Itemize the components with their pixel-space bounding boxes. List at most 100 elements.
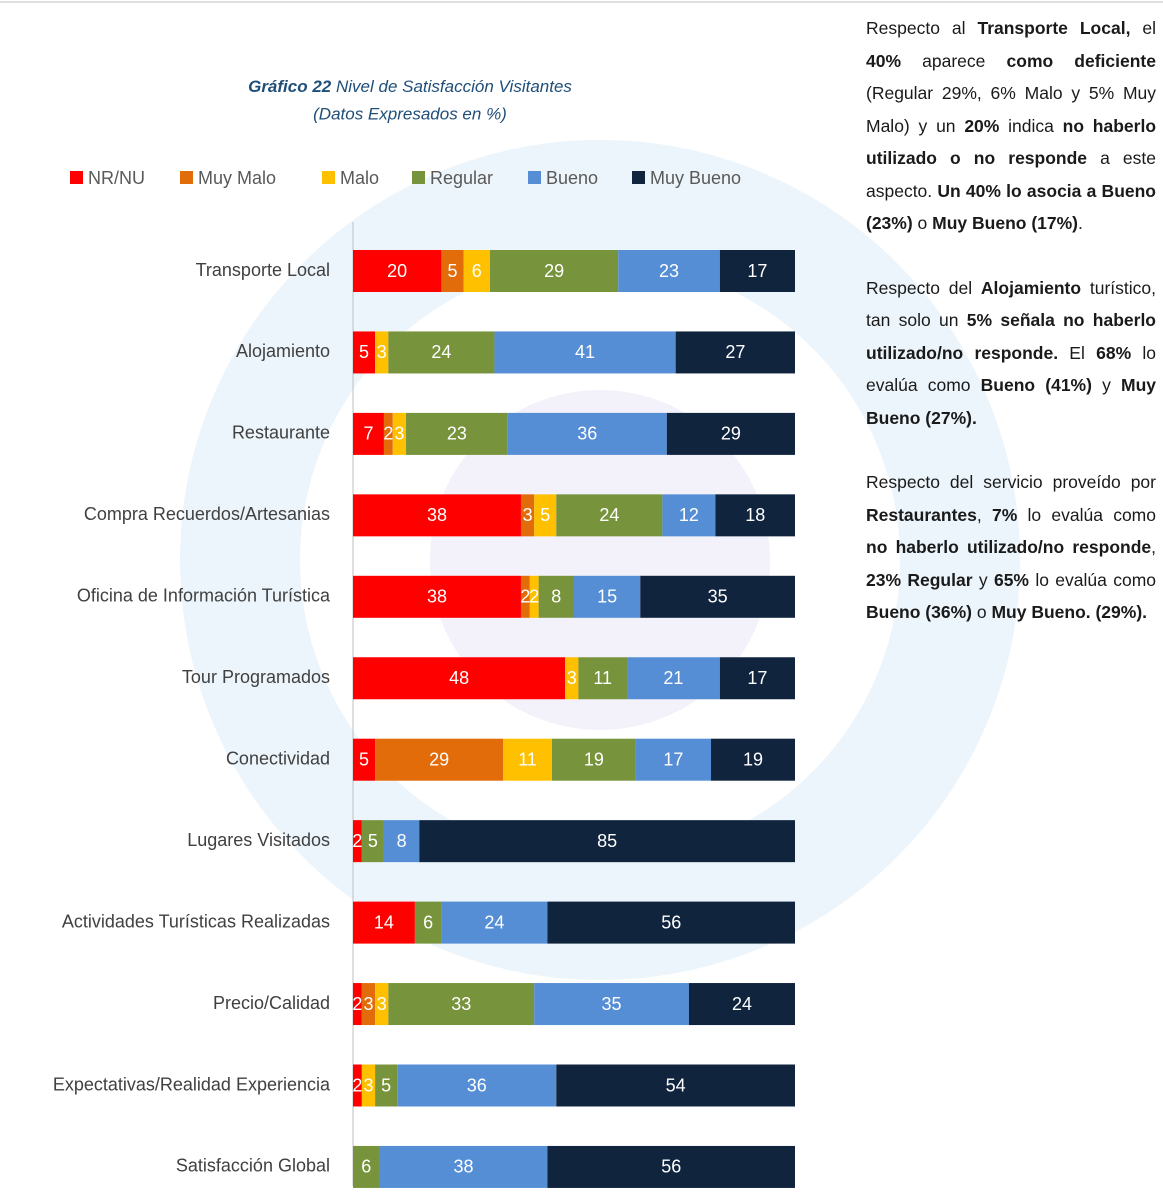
text-run: Respecto del xyxy=(866,278,981,298)
bold-run: Restaurantes xyxy=(866,505,977,525)
data-label: 54 xyxy=(666,1075,686,1095)
title-label: Gráfico 22 xyxy=(248,77,332,96)
data-label: 2 xyxy=(352,831,362,851)
bold-run: 68% xyxy=(1096,343,1131,363)
data-label: 5 xyxy=(359,342,369,362)
data-label: 17 xyxy=(747,261,767,281)
bold-run: como deficiente xyxy=(1007,51,1156,71)
text-run: . xyxy=(1078,213,1083,233)
bold-run: Alojamiento xyxy=(981,278,1081,298)
data-label: 29 xyxy=(721,424,741,444)
legend-swatch xyxy=(322,171,335,184)
legend-swatch xyxy=(528,171,541,184)
y-tick-label: Alojamiento xyxy=(236,341,330,361)
y-tick-label: Conectividad xyxy=(226,748,330,768)
text-block: Respecto al Transporte Local, el 40% apa… xyxy=(866,12,1156,661)
data-label: 12 xyxy=(679,505,699,525)
data-label: 11 xyxy=(518,749,537,769)
data-label: 56 xyxy=(661,1157,681,1177)
chart-subtitle: (Datos Expresados en %) xyxy=(313,104,507,123)
legend-label: NR/NU xyxy=(88,168,145,188)
data-label: 3 xyxy=(567,668,577,688)
data-label: 8 xyxy=(551,587,561,607)
text-run: lo evalúa como xyxy=(1017,505,1156,525)
data-label: 8 xyxy=(397,831,407,851)
data-label: 21 xyxy=(663,668,683,688)
data-label: 3 xyxy=(523,505,533,525)
data-label: 17 xyxy=(663,749,683,769)
bold-run: Bueno (41%) xyxy=(981,375,1092,395)
y-tick-label: Tour Programados xyxy=(182,667,330,687)
text-run: o xyxy=(972,602,991,622)
data-label: 38 xyxy=(427,505,447,525)
y-tick-label: Expectativas/Realidad Experiencia xyxy=(53,1074,331,1094)
bold-run: Transporte Local, xyxy=(977,18,1130,38)
y-tick-label: Satisfacción Global xyxy=(176,1156,330,1176)
data-label: 2 xyxy=(529,587,539,607)
data-label: 3 xyxy=(377,342,387,362)
data-label: 36 xyxy=(577,424,597,444)
data-label: 27 xyxy=(725,342,745,362)
data-label: 38 xyxy=(427,587,447,607)
data-label: 5 xyxy=(447,261,457,281)
y-tick-label: Compra Recuerdos/Artesanias xyxy=(84,504,330,524)
legend-label: Malo xyxy=(340,168,379,188)
data-label: 19 xyxy=(584,749,604,769)
text-run: , xyxy=(1151,537,1156,557)
data-label: 23 xyxy=(659,261,679,281)
data-label: 38 xyxy=(453,1157,473,1177)
y-tick-label: Precio/Calidad xyxy=(213,993,330,1013)
data-label: 35 xyxy=(602,994,622,1014)
title-text: Nivel de Satisfacción Visitantes xyxy=(336,77,572,96)
data-label: 41 xyxy=(575,342,595,362)
data-label: 24 xyxy=(484,912,504,932)
data-label: 36 xyxy=(467,1075,487,1095)
data-label: 3 xyxy=(363,994,373,1014)
data-label: 56 xyxy=(661,912,681,932)
legend-label: Bueno xyxy=(546,168,598,188)
text-run: indica xyxy=(999,116,1062,136)
text-run: lo evalúa como xyxy=(1029,570,1156,590)
data-label: 6 xyxy=(472,261,482,281)
y-tick-label: Oficina de Información Turística xyxy=(77,586,331,606)
legend-swatch xyxy=(70,171,83,184)
data-label: 3 xyxy=(363,1075,373,1095)
bold-run: 7% xyxy=(992,505,1017,525)
y-tick-label: Actividades Turísticas Realizadas xyxy=(62,911,330,931)
data-label: 48 xyxy=(449,668,469,688)
data-label: 11 xyxy=(593,668,612,688)
data-label: 3 xyxy=(394,424,404,444)
bold-run: 20% xyxy=(964,116,999,136)
paragraph: Respecto al Transporte Local, el 40% apa… xyxy=(866,12,1156,240)
data-label: 5 xyxy=(381,1075,391,1095)
text-run: aparece xyxy=(901,51,1006,71)
text-run: El xyxy=(1058,343,1096,363)
data-label: 7 xyxy=(363,424,373,444)
legend-swatch xyxy=(180,171,193,184)
data-label: 29 xyxy=(429,749,449,769)
text-run: Respecto del servicio proveído por xyxy=(866,472,1156,492)
legend-swatch xyxy=(412,171,425,184)
text-run: el xyxy=(1130,18,1156,38)
data-label: 20 xyxy=(387,261,407,281)
data-label: 15 xyxy=(597,587,617,607)
data-label: 35 xyxy=(708,587,728,607)
data-label: 17 xyxy=(747,668,767,688)
data-label: 2 xyxy=(352,994,362,1014)
data-label: 6 xyxy=(423,912,433,932)
chart-title: Gráfico 22 Nivel de Satisfacción Visitan… xyxy=(248,77,572,96)
data-label: 23 xyxy=(447,424,467,444)
data-label: 24 xyxy=(732,994,752,1014)
bold-run: Bueno (36%) xyxy=(866,602,972,622)
text-run: y xyxy=(973,570,994,590)
bold-run: 23% Regular xyxy=(866,570,973,590)
legend-label: Regular xyxy=(430,168,493,188)
legend-label: Muy Malo xyxy=(198,168,276,188)
data-label: 6 xyxy=(361,1157,371,1177)
legend-swatch xyxy=(632,171,645,184)
y-tick-label: Lugares Visitados xyxy=(187,830,330,850)
data-label: 85 xyxy=(597,831,617,851)
data-label: 2 xyxy=(352,1075,362,1095)
y-tick-label: Restaurante xyxy=(232,423,330,443)
data-label: 14 xyxy=(374,912,394,932)
